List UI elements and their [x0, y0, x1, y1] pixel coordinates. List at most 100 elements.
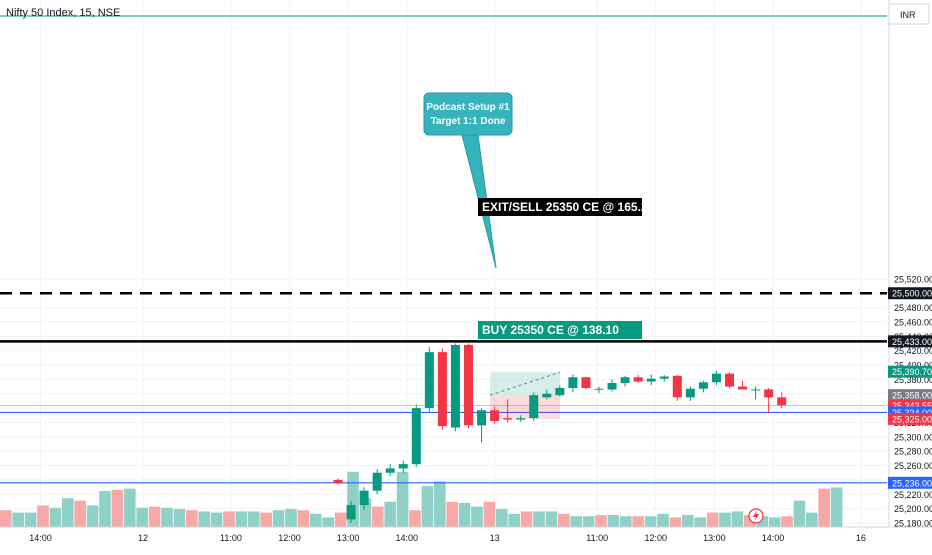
volume-bar — [409, 510, 421, 527]
volume-bar — [694, 517, 706, 527]
volume-bar — [12, 512, 24, 527]
volume-bar — [310, 513, 322, 527]
volume-bar — [471, 506, 483, 527]
candle-body — [450, 344, 460, 428]
x-tick-label: 13:00 — [703, 533, 726, 543]
candle-body — [424, 352, 434, 409]
y-tick-label: 25,420.00 — [894, 346, 932, 356]
volume-bar — [446, 501, 458, 527]
price-badge — [888, 476, 932, 489]
volume-bar — [62, 498, 74, 527]
candle-body — [751, 389, 761, 391]
volume-bar — [830, 487, 843, 527]
volume-bar — [434, 481, 446, 527]
candle-body — [777, 397, 787, 406]
x-tick-label: 12 — [138, 533, 148, 543]
candle-body — [411, 408, 421, 465]
volume-bar — [372, 506, 384, 527]
candle-body — [503, 418, 513, 420]
volume-bar — [632, 516, 644, 527]
x-tick-label: 14:00 — [395, 533, 418, 543]
candle-body — [581, 377, 591, 389]
volume-bar — [272, 510, 285, 527]
buy-label-bg — [478, 321, 642, 339]
price-badge-label: 25,358.00 — [892, 391, 932, 401]
volume-bar — [37, 505, 49, 527]
volume-bar — [558, 513, 570, 527]
volume-bar — [235, 511, 248, 527]
volume-bar — [570, 516, 582, 527]
price-badge-label: 25,325.00 — [892, 414, 932, 424]
volume-bar — [148, 506, 161, 527]
candle-body — [477, 410, 487, 426]
zone-diagonal — [489, 371, 561, 396]
currency-box — [888, 3, 930, 25]
y-tick-label: 25,280.00 — [894, 447, 932, 457]
price-badge — [888, 365, 932, 378]
candle-body — [346, 505, 356, 520]
y-tick-label: 25,200.00 — [894, 504, 932, 514]
candle-body — [359, 490, 369, 506]
x-tick-label: 13 — [490, 533, 500, 543]
price-badge — [888, 287, 932, 300]
volume-bar — [334, 512, 347, 527]
volume-bar — [136, 507, 148, 527]
candle-body — [464, 344, 473, 426]
price-badge — [888, 389, 932, 402]
candle-body — [725, 373, 734, 387]
candle-body — [646, 378, 656, 382]
volume-bar — [508, 513, 520, 527]
volume-bar — [644, 516, 657, 527]
volume-bar — [744, 515, 756, 527]
candle-body — [555, 388, 565, 396]
y-tick-label: 25,380.00 — [894, 375, 932, 385]
y-tick-label: 25,260.00 — [894, 461, 932, 471]
x-tick-label: 16 — [856, 533, 866, 543]
volume-bar — [297, 510, 310, 527]
callout-box — [423, 92, 513, 136]
volume-bar — [657, 513, 669, 527]
price-badge-label: 25,236.00 — [892, 478, 932, 488]
volume-bar — [384, 501, 396, 527]
volume-bar — [285, 509, 297, 527]
chart-title: Nifty 50 Index, 15, NSE — [6, 7, 121, 19]
volume-bar — [347, 471, 359, 527]
candle-body — [698, 382, 708, 389]
volume-bar — [496, 509, 508, 527]
y-tick-label: 25,220.00 — [894, 490, 932, 500]
volume-bar — [260, 512, 272, 527]
volume-bar — [223, 511, 235, 527]
price-badge-label: 25,390.70 — [892, 367, 932, 377]
volume-bar — [595, 515, 607, 527]
volume-bar — [756, 516, 768, 527]
y-tick-label: 25,180.00 — [894, 519, 932, 529]
candle-body — [437, 352, 447, 427]
candle-body — [633, 377, 643, 382]
price-badge-label: 25,433.00 — [892, 337, 932, 347]
volume-bar — [669, 517, 682, 527]
x-tick-label: 14:00 — [762, 533, 785, 543]
candle-body — [672, 375, 682, 398]
volume-bar — [248, 511, 260, 527]
volume-bar — [198, 511, 210, 527]
volume-bar — [806, 512, 818, 527]
volume-bar — [483, 501, 496, 527]
volume-bar — [458, 503, 471, 527]
volume-bar — [706, 512, 719, 527]
candle-body — [607, 382, 617, 390]
x-tick-label: 14:00 — [29, 533, 52, 543]
candle-body — [490, 410, 500, 422]
volume-bar — [24, 512, 37, 527]
volume-bar — [781, 516, 793, 527]
candle-body — [685, 388, 695, 398]
buy-label: BUY 25350 CE @ 138.10 — [482, 323, 619, 337]
volume-bar — [421, 486, 434, 527]
volume-bar — [396, 471, 409, 527]
candle-body — [594, 388, 604, 390]
candle-body — [659, 376, 669, 379]
candle-body — [372, 472, 382, 491]
x-tick-label: 12:00 — [645, 533, 668, 543]
price-badge — [888, 335, 932, 348]
volume-bar — [545, 511, 558, 527]
